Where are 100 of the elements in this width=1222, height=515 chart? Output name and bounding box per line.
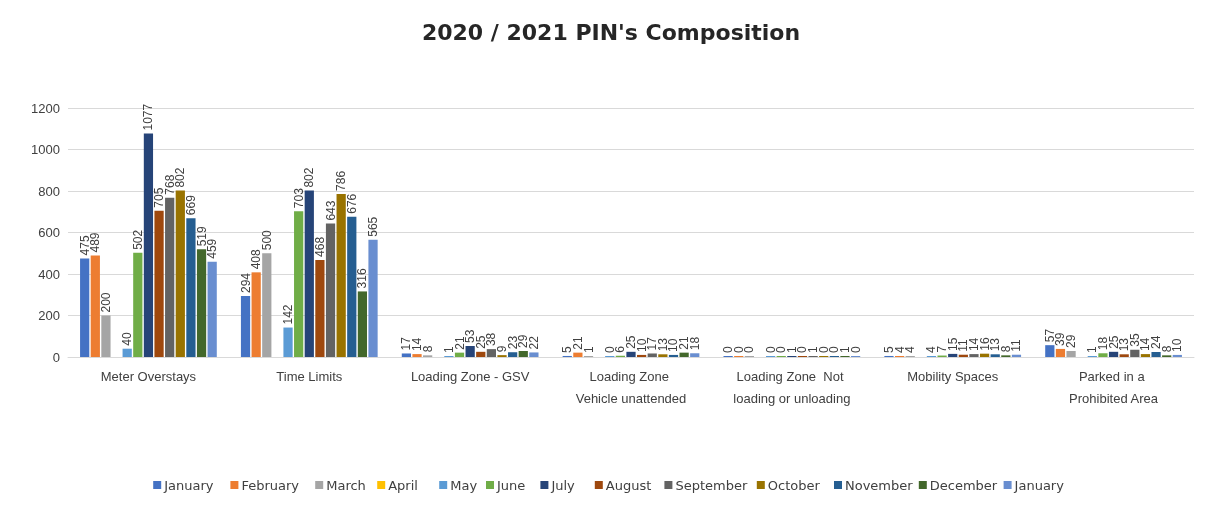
data-label: 703 — [291, 187, 306, 209]
bar — [122, 348, 132, 357]
data-label: 5 — [881, 345, 896, 353]
bar — [133, 252, 143, 357]
bar — [1130, 349, 1140, 357]
data-label: 200 — [98, 292, 113, 313]
bar — [165, 197, 175, 357]
legend-label: May — [450, 477, 478, 493]
bar — [990, 354, 1000, 357]
bar — [1098, 353, 1108, 357]
data-label: 643 — [323, 200, 338, 221]
legend-label: December — [929, 477, 998, 493]
bar — [508, 352, 518, 357]
chart-title: 2020 / 2021 PIN's Composition — [421, 19, 801, 45]
data-label: 786 — [334, 170, 349, 191]
bar — [336, 193, 346, 357]
bar — [1045, 345, 1055, 357]
bar — [465, 346, 475, 357]
legend-label: August — [605, 477, 652, 493]
bar — [668, 354, 679, 357]
x-tick-label: Mobility Spaces — [907, 368, 999, 384]
x-tick-label: Parked in a Prohibited Area — [1069, 368, 1159, 406]
data-label: 676 — [344, 193, 359, 214]
legend-label: June — [496, 477, 526, 493]
legend-label: March — [326, 477, 366, 493]
bar — [412, 354, 422, 357]
data-label: 802 — [302, 167, 317, 188]
bar — [283, 327, 293, 357]
bar — [679, 352, 689, 357]
x-tick-label: Loading Zone - GSV — [410, 368, 530, 384]
y-tick-label: 400 — [38, 266, 60, 282]
bar — [573, 352, 583, 357]
bar — [325, 223, 336, 357]
legend-label: January — [1013, 477, 1065, 493]
y-tick-label: 1000 — [31, 142, 60, 157]
data-label: 22 — [526, 335, 541, 350]
bar — [637, 354, 647, 357]
x-tick-label: Loading Zone Vehicle unattended — [575, 368, 687, 406]
bar — [948, 353, 958, 357]
bar — [251, 272, 261, 357]
data-label: 502 — [130, 229, 145, 250]
bar — [476, 351, 486, 357]
bar — [304, 190, 314, 357]
y-tick-label: 200 — [38, 308, 60, 323]
bar — [80, 258, 90, 357]
legend-label: January — [163, 477, 214, 493]
bar — [1108, 351, 1119, 357]
data-label: 29 — [1064, 334, 1079, 348]
y-tick-label: 1200 — [31, 100, 60, 116]
bar — [207, 261, 217, 357]
bar — [658, 354, 668, 357]
bar — [186, 218, 196, 357]
data-label: 142 — [281, 304, 296, 325]
data-label: 500 — [259, 229, 274, 251]
bar — [518, 350, 528, 357]
data-label: 38 — [484, 332, 499, 347]
data-label: 1 — [441, 346, 456, 353]
y-tick-label: 600 — [38, 225, 60, 240]
data-label: 0 — [742, 346, 757, 353]
bar — [1172, 354, 1182, 357]
data-label: 14 — [966, 337, 981, 352]
bar — [486, 349, 497, 357]
y-tick-label: 0 — [52, 349, 60, 365]
data-label: 18 — [687, 336, 702, 351]
bar — [315, 259, 325, 357]
bar — [101, 315, 111, 357]
legend-label: October — [767, 477, 821, 493]
bar — [240, 296, 251, 357]
data-label: 565 — [366, 216, 381, 237]
bar — [454, 352, 465, 357]
legend-label: July — [550, 477, 576, 493]
bar — [90, 255, 100, 357]
bar — [143, 133, 154, 357]
bar — [1140, 354, 1151, 357]
bar — [154, 210, 164, 357]
data-label: 1077 — [141, 103, 156, 131]
x-tick-label: Time Limits — [276, 368, 343, 384]
bar — [1066, 350, 1076, 357]
bar — [262, 253, 272, 357]
data-label: 294 — [238, 272, 253, 293]
bar — [294, 211, 304, 357]
bar — [690, 353, 700, 357]
data-label: 669 — [183, 194, 198, 216]
data-label: 11 — [1009, 338, 1024, 352]
bar — [1119, 354, 1129, 357]
data-label: 8 — [420, 345, 435, 353]
data-label: 468 — [312, 236, 327, 257]
legend-label: February — [241, 477, 300, 493]
data-label: 25 — [624, 335, 638, 349]
bar — [357, 291, 368, 357]
bar — [401, 353, 412, 357]
x-tick-label: Meter Overstays — [100, 368, 197, 384]
data-label: 316 — [355, 268, 370, 289]
bar — [626, 351, 636, 357]
data-label: 18 — [1095, 336, 1110, 351]
legend-label: November — [845, 477, 914, 493]
legend-label: September — [675, 477, 748, 493]
data-label: 40 — [120, 332, 135, 346]
data-label: 802 — [173, 167, 188, 188]
bar — [969, 354, 979, 357]
